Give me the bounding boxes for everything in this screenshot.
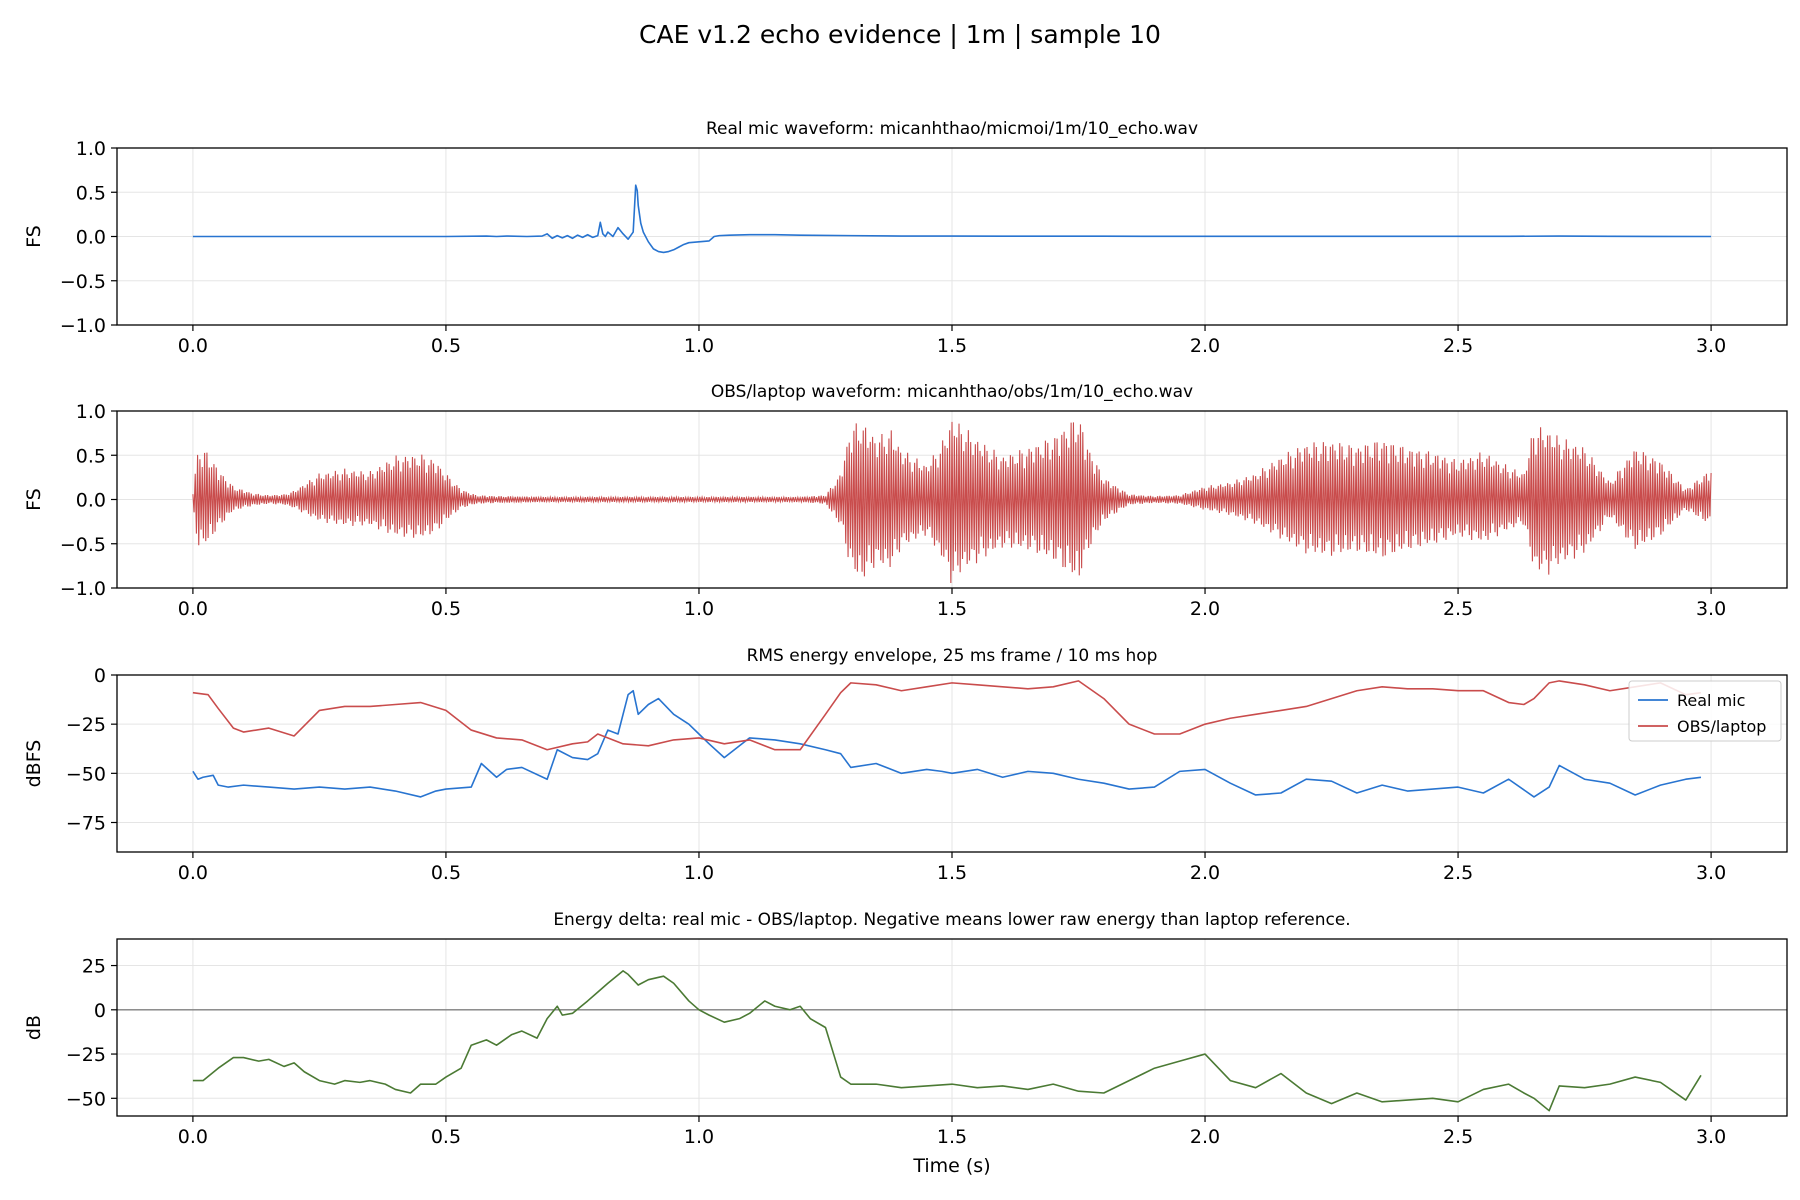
plot-area-rms: [192, 680, 1702, 798]
series-line-delta-0: [192, 970, 1702, 1112]
y-tick-label-real-0: −1.0: [60, 315, 106, 337]
x-tick-label-delta-3: 1.5: [937, 1126, 967, 1148]
x-tick-label-obs-5: 2.5: [1443, 598, 1473, 620]
x-tick-label-real-6: 3.0: [1696, 335, 1726, 357]
y-tick-label-real-1: −0.5: [60, 271, 106, 293]
x-tick-label-obs-0: 0.0: [178, 598, 208, 620]
x-tick-label-real-1: 0.5: [431, 335, 461, 357]
series-line-rms-1: [192, 680, 1702, 751]
panel-title-rms: RMS energy envelope, 25 ms frame / 10 ms…: [747, 646, 1158, 666]
panel-title-real: Real mic waveform: micanhthao/micmoi/1m/…: [706, 119, 1198, 139]
waveform-obs: [192, 421, 1712, 584]
x-tick-label-delta-1: 0.5: [431, 1126, 461, 1148]
x-tick-label-real-3: 1.5: [937, 335, 967, 357]
y-axis-label-obs: FS: [23, 488, 45, 511]
y-axis-label-real: FS: [23, 225, 45, 248]
y-axis-label-rms: dBFS: [23, 740, 45, 788]
y-tick-label-rms-3: 0: [94, 665, 106, 687]
legend-label-rms-1: OBS/laptop: [1677, 717, 1766, 736]
y-tick-label-rms-0: −75: [66, 813, 106, 835]
y-tick-label-rms-2: −25: [66, 714, 106, 736]
y-tick-label-rms-1: −50: [66, 763, 106, 785]
plot-area-delta: [192, 970, 1702, 1112]
y-tick-label-real-3: 0.5: [76, 182, 106, 204]
y-tick-label-obs-1: −0.5: [60, 534, 106, 556]
x-tick-label-rms-1: 0.5: [431, 862, 461, 884]
x-tick-label-rms-0: 0.0: [178, 862, 208, 884]
x-tick-label-delta-6: 3.0: [1696, 1126, 1726, 1148]
x-tick-label-delta-0: 0.0: [178, 1126, 208, 1148]
panel-title-delta: Energy delta: real mic - OBS/laptop. Neg…: [553, 910, 1350, 930]
panel-rms: RMS energy envelope, 25 ms frame / 10 ms…: [23, 646, 1788, 884]
x-tick-label-obs-1: 0.5: [431, 598, 461, 620]
panel-obs: OBS/laptop waveform: micanhthao/obs/1m/1…: [23, 382, 1788, 620]
plot-area-obs: [192, 421, 1712, 584]
panels: Real mic waveform: micanhthao/micmoi/1m/…: [23, 119, 1788, 1177]
x-tick-label-obs-3: 1.5: [937, 598, 967, 620]
x-tick-label-delta-5: 2.5: [1443, 1126, 1473, 1148]
x-tick-label-rms-4: 2.0: [1190, 862, 1220, 884]
plot-area-real: [192, 184, 1712, 254]
y-tick-label-obs-3: 0.5: [76, 445, 106, 467]
y-tick-label-obs-4: 1.0: [76, 401, 106, 423]
y-axis-label-delta: dB: [23, 1015, 45, 1040]
y-tick-label-delta-1: −25: [66, 1044, 106, 1066]
x-tick-label-obs-2: 1.0: [684, 598, 714, 620]
panel-title-obs: OBS/laptop waveform: micanhthao/obs/1m/1…: [711, 382, 1193, 402]
x-tick-label-delta-2: 1.0: [684, 1126, 714, 1148]
x-axis-label-delta: Time (s): [912, 1155, 990, 1177]
x-tick-label-obs-6: 3.0: [1696, 598, 1726, 620]
series-line-real-0: [192, 184, 1712, 254]
y-tick-label-real-4: 1.0: [76, 138, 106, 160]
x-tick-label-rms-5: 2.5: [1443, 862, 1473, 884]
y-tick-label-real-2: 0.0: [76, 227, 106, 249]
y-tick-label-obs-0: −1.0: [60, 578, 106, 600]
y-tick-label-delta-0: −50: [66, 1088, 106, 1110]
y-tick-label-obs-2: 0.0: [76, 490, 106, 512]
panel-real: Real mic waveform: micanhthao/micmoi/1m/…: [23, 119, 1788, 357]
legend-label-rms-0: Real mic: [1677, 691, 1745, 710]
x-tick-label-real-2: 1.0: [684, 335, 714, 357]
x-tick-label-obs-4: 2.0: [1190, 598, 1220, 620]
x-tick-label-real-4: 2.0: [1190, 335, 1220, 357]
panel-delta: Energy delta: real mic - OBS/laptop. Neg…: [23, 910, 1788, 1177]
x-tick-label-real-0: 0.0: [178, 335, 208, 357]
legend-rms: Real mic OBS/laptop: [1628, 680, 1782, 742]
y-tick-label-delta-2: 0: [94, 1000, 106, 1022]
x-tick-label-rms-3: 1.5: [937, 862, 967, 884]
x-tick-label-rms-2: 1.0: [684, 862, 714, 884]
y-tick-label-delta-3: 25: [82, 956, 106, 978]
x-tick-label-delta-4: 2.0: [1190, 1126, 1220, 1148]
x-tick-label-rms-6: 3.0: [1696, 862, 1726, 884]
figure-title: CAE v1.2 echo evidence | 1m | sample 10: [639, 20, 1161, 49]
x-tick-label-real-5: 2.5: [1443, 335, 1473, 357]
series-line-rms-0: [192, 689, 1702, 798]
